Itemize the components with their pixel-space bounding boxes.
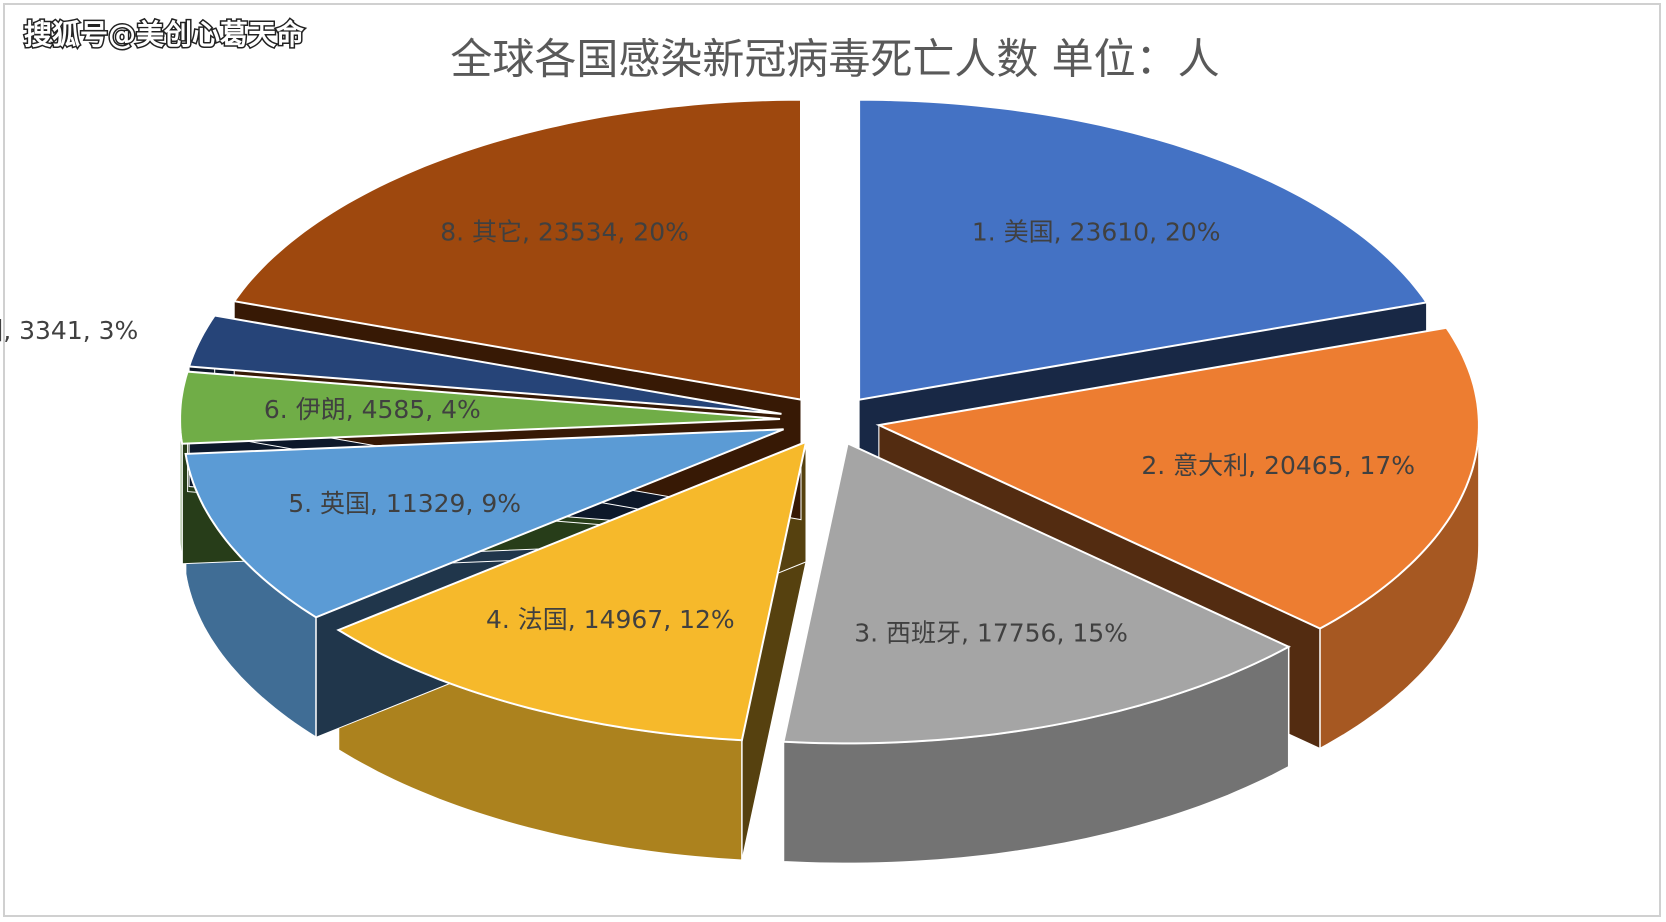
data-label: 1. 美国, 23610, 20%: [972, 218, 1221, 247]
slice: [782, 441, 1291, 745]
data-label: 2. 意大利, 20465, 17%: [1141, 451, 1415, 480]
data-label: 8. 其它, 23534, 20%: [440, 217, 689, 246]
data-label: 7. 中国, 3341, 3%: [0, 316, 138, 345]
slice: [858, 98, 1429, 401]
data-label: 5. 英国, 11329, 9%: [288, 489, 521, 518]
watermark: 搜狐号@美创心葛天命: [24, 18, 305, 51]
slice: [179, 370, 781, 445]
pie: 1. 美国, 23610, 20% 2. 意大利, 20465, 17% 3. 西班…: [0, 98, 1480, 865]
chart-title: 全球各国感染新冠病毒死亡人数 单位：人: [450, 35, 1219, 84]
slice: [875, 326, 1480, 630]
slice: [184, 428, 784, 619]
data-label: 6. 伊朗, 4585, 4%: [264, 395, 481, 424]
slice: [336, 440, 808, 742]
slice: [187, 314, 782, 415]
slice-labels: 1. 美国, 23610, 20% 2. 意大利, 20465, 17% 3. 西班…: [0, 217, 1415, 647]
data-label: 3. 西班牙, 17756, 15%: [854, 618, 1128, 647]
slice: [232, 98, 802, 401]
slice-tops: [179, 98, 1480, 745]
data-label: 4. 法国, 14967, 12%: [486, 605, 735, 634]
